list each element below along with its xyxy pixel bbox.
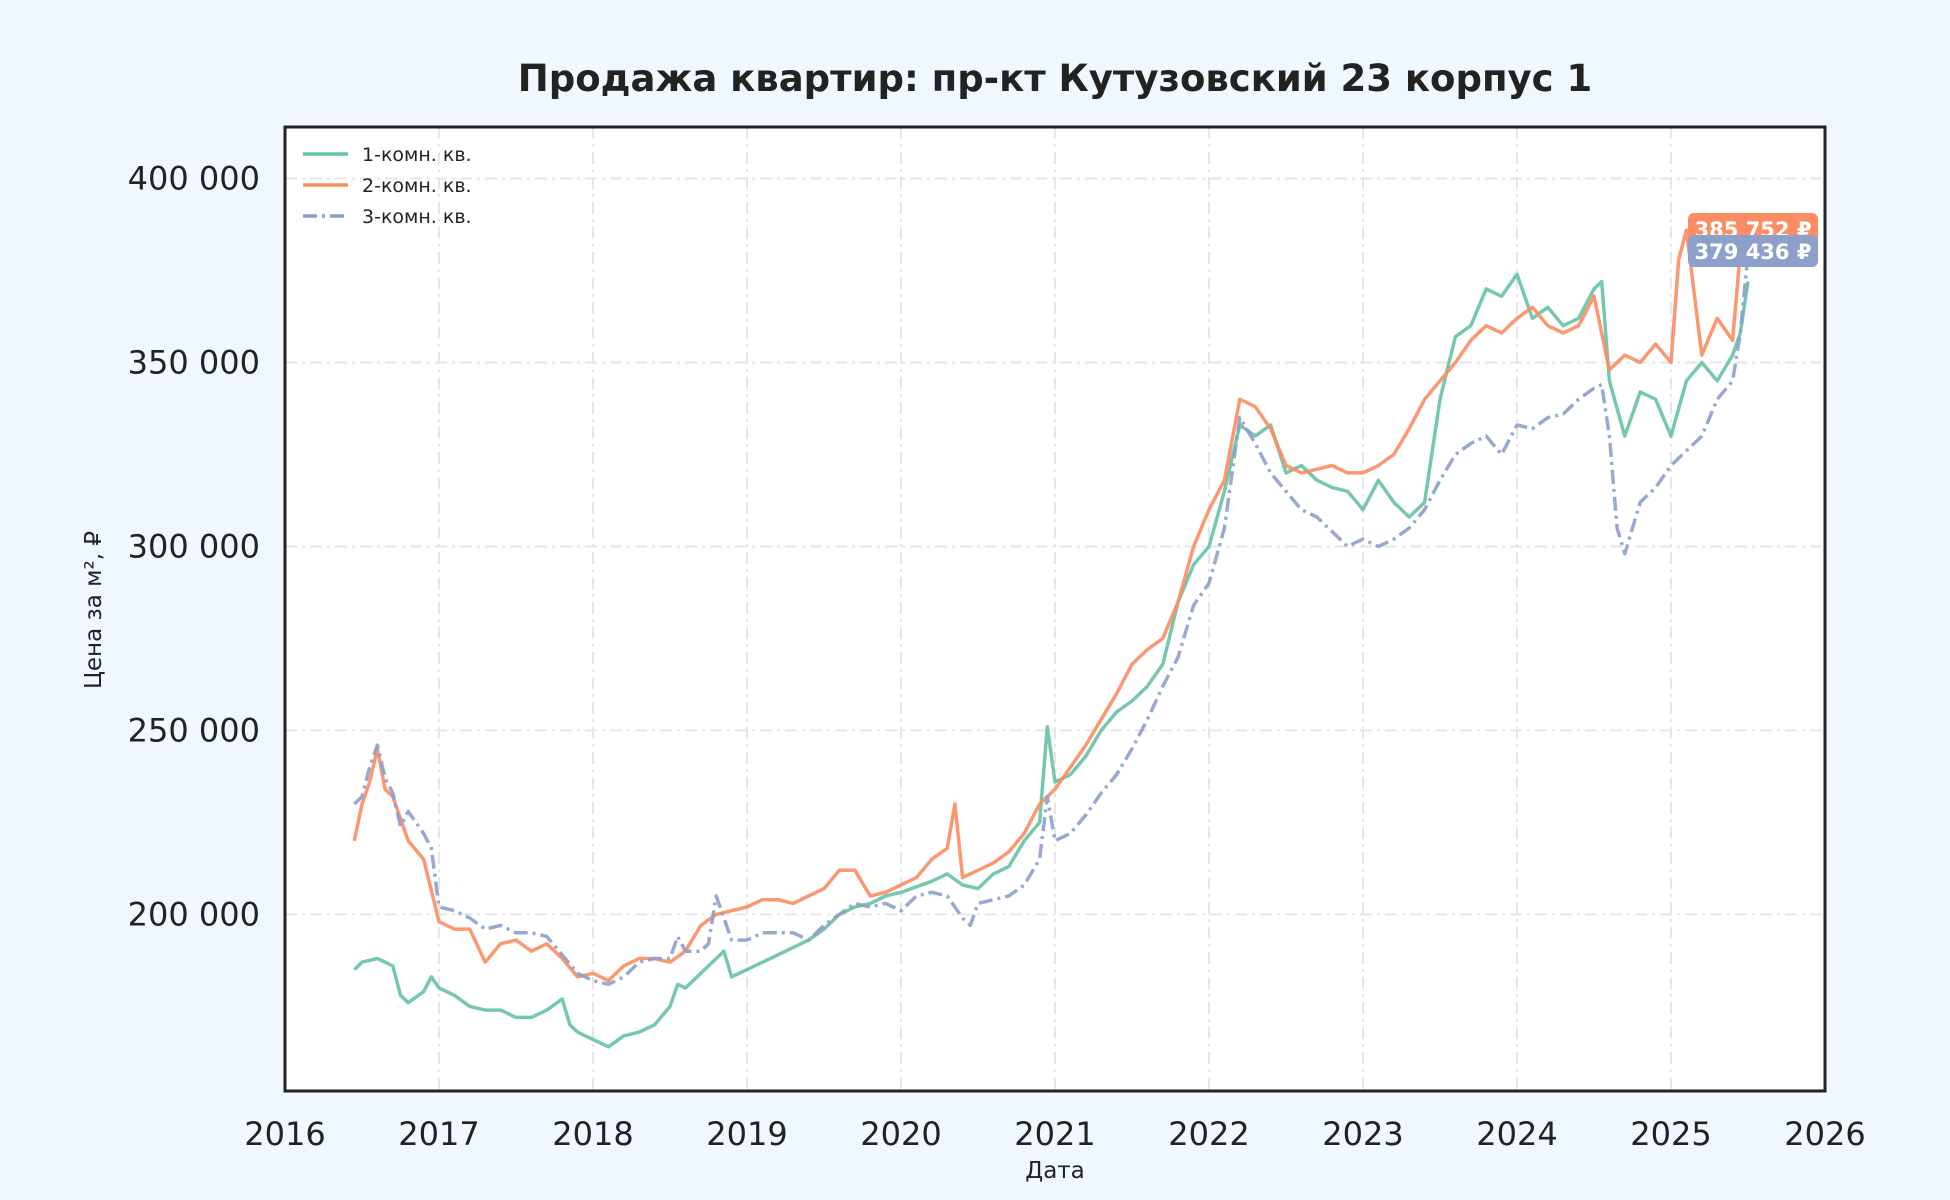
x-tick-label: 2022 [1168,1115,1249,1153]
series-line-2 [352,228,1750,983]
chart-title: Продажа квартир: пр-кт Кутузовский 23 ко… [518,57,1592,100]
x-tick-label: 2019 [706,1115,787,1153]
x-axis-label: Дата [1025,1158,1085,1184]
x-tick-label: 2021 [1014,1115,1095,1153]
x-tick-label: 2018 [552,1115,633,1153]
x-tick-label: 2025 [1630,1115,1711,1153]
y-tick-label: 300 000 [128,527,260,565]
series-line-3 [353,254,1750,987]
x-tick-label: 2026 [1784,1115,1865,1153]
y-axis: 200 000 250 000 300 000 350 000 400 000 [128,160,260,934]
end-label-badge [1688,235,1818,267]
y-tick-label: 250 000 [128,711,260,749]
x-axis: 2016 2017 2018 2019 2020 2021 2022 2023 2024 2025… [244,1115,1865,1153]
y-tick-label: 350 000 [128,343,260,381]
y-tick-label: 200 000 [128,895,260,933]
x-tick-label: 2020 [860,1115,941,1153]
legend: 1-комн. кв. 2-комн. кв. 3-комн. кв. [303,144,472,228]
series-layer [352,228,1750,1049]
x-tick-label: 2024 [1476,1115,1557,1153]
y-tick-label: 400 000 [128,160,260,198]
x-tick-label: 2016 [244,1115,325,1153]
x-tick-label: 2023 [1322,1115,1403,1153]
plot-frame [283,125,1827,1093]
end-label-text: 379 436 ₽ [1695,240,1812,264]
series-line-1 [353,272,1750,1049]
legend-label: 1-комн. кв. [362,144,472,166]
end-labels: 385 752 ₽379 436 ₽ [1688,213,1818,267]
y-axis-label: Цена за м², ₽ [81,531,107,689]
x-tick-label: 2017 [398,1115,479,1153]
legend-label: 2-комн. кв. [362,175,472,197]
legend-label: 3-комн. кв. [362,206,472,228]
